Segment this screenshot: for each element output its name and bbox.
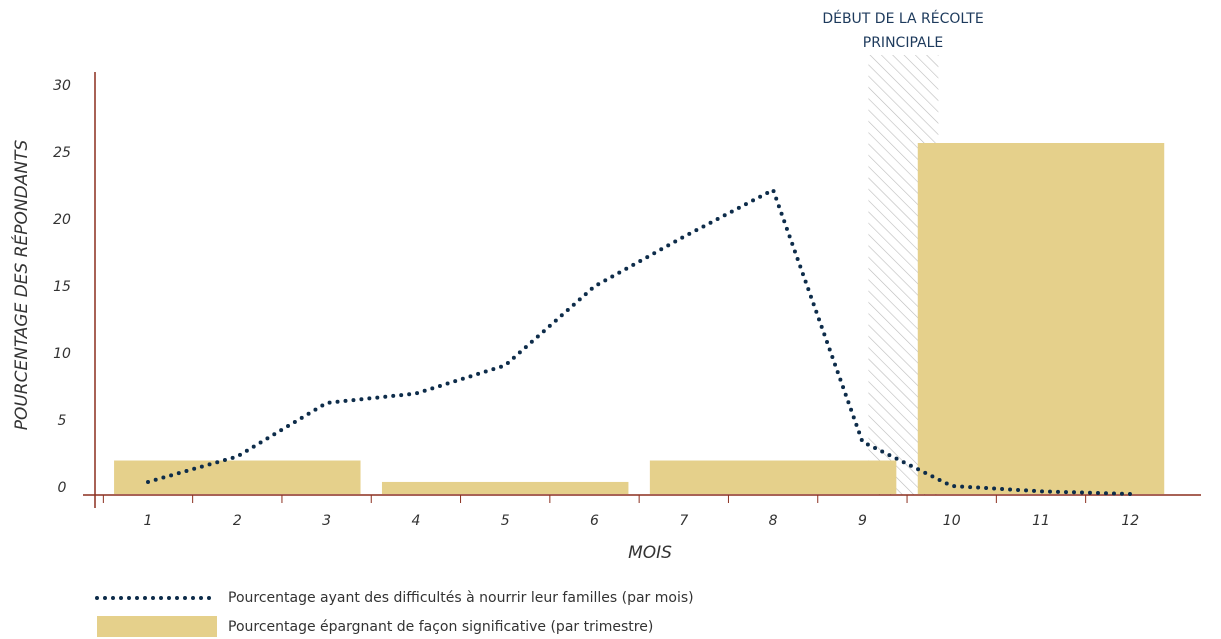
x-tick-label: 5 bbox=[501, 513, 510, 529]
x-tick-label: 6 bbox=[590, 513, 599, 529]
bar bbox=[917, 143, 1165, 494]
x-tick-label: 2 bbox=[233, 513, 242, 529]
y-tick-label: 15 bbox=[53, 279, 71, 295]
x-tick-label: 9 bbox=[858, 513, 867, 529]
bar bbox=[381, 481, 629, 494]
x-tick-label: 11 bbox=[1032, 513, 1050, 529]
x-axis-label: MOIS bbox=[628, 543, 672, 563]
annotation: DÉBUT DE LA RÉCOLTE bbox=[822, 10, 983, 27]
legend-label: Pourcentage ayant des difficultés à nour… bbox=[228, 590, 694, 606]
y-tick-label: 0 bbox=[58, 480, 67, 496]
y-tick-label: 25 bbox=[53, 145, 71, 161]
y-tick-label: 10 bbox=[53, 346, 71, 362]
x-tick-label: 3 bbox=[322, 513, 331, 529]
x-tick-label: 10 bbox=[943, 513, 961, 529]
x-tick-label: 4 bbox=[411, 513, 420, 529]
bar bbox=[114, 460, 361, 494]
x-tick-label: 8 bbox=[769, 513, 778, 529]
y-tick-label: 5 bbox=[58, 413, 67, 429]
legend-label: Pourcentage épargnant de façon significa… bbox=[228, 619, 653, 635]
legend-swatch bbox=[97, 616, 217, 637]
y-tick-label: 20 bbox=[53, 212, 71, 228]
y-axis-label: POURCENTAGE DES RÉPONDANTS bbox=[10, 140, 32, 431]
x-tick-label: 1 bbox=[144, 513, 153, 529]
x-tick-label: 12 bbox=[1121, 513, 1139, 529]
y-tick-label: 30 bbox=[53, 78, 71, 94]
bar bbox=[649, 460, 897, 494]
annotation: PRINCIPALE bbox=[863, 35, 943, 51]
x-tick-label: 7 bbox=[679, 513, 688, 529]
line bbox=[146, 187, 1133, 496]
